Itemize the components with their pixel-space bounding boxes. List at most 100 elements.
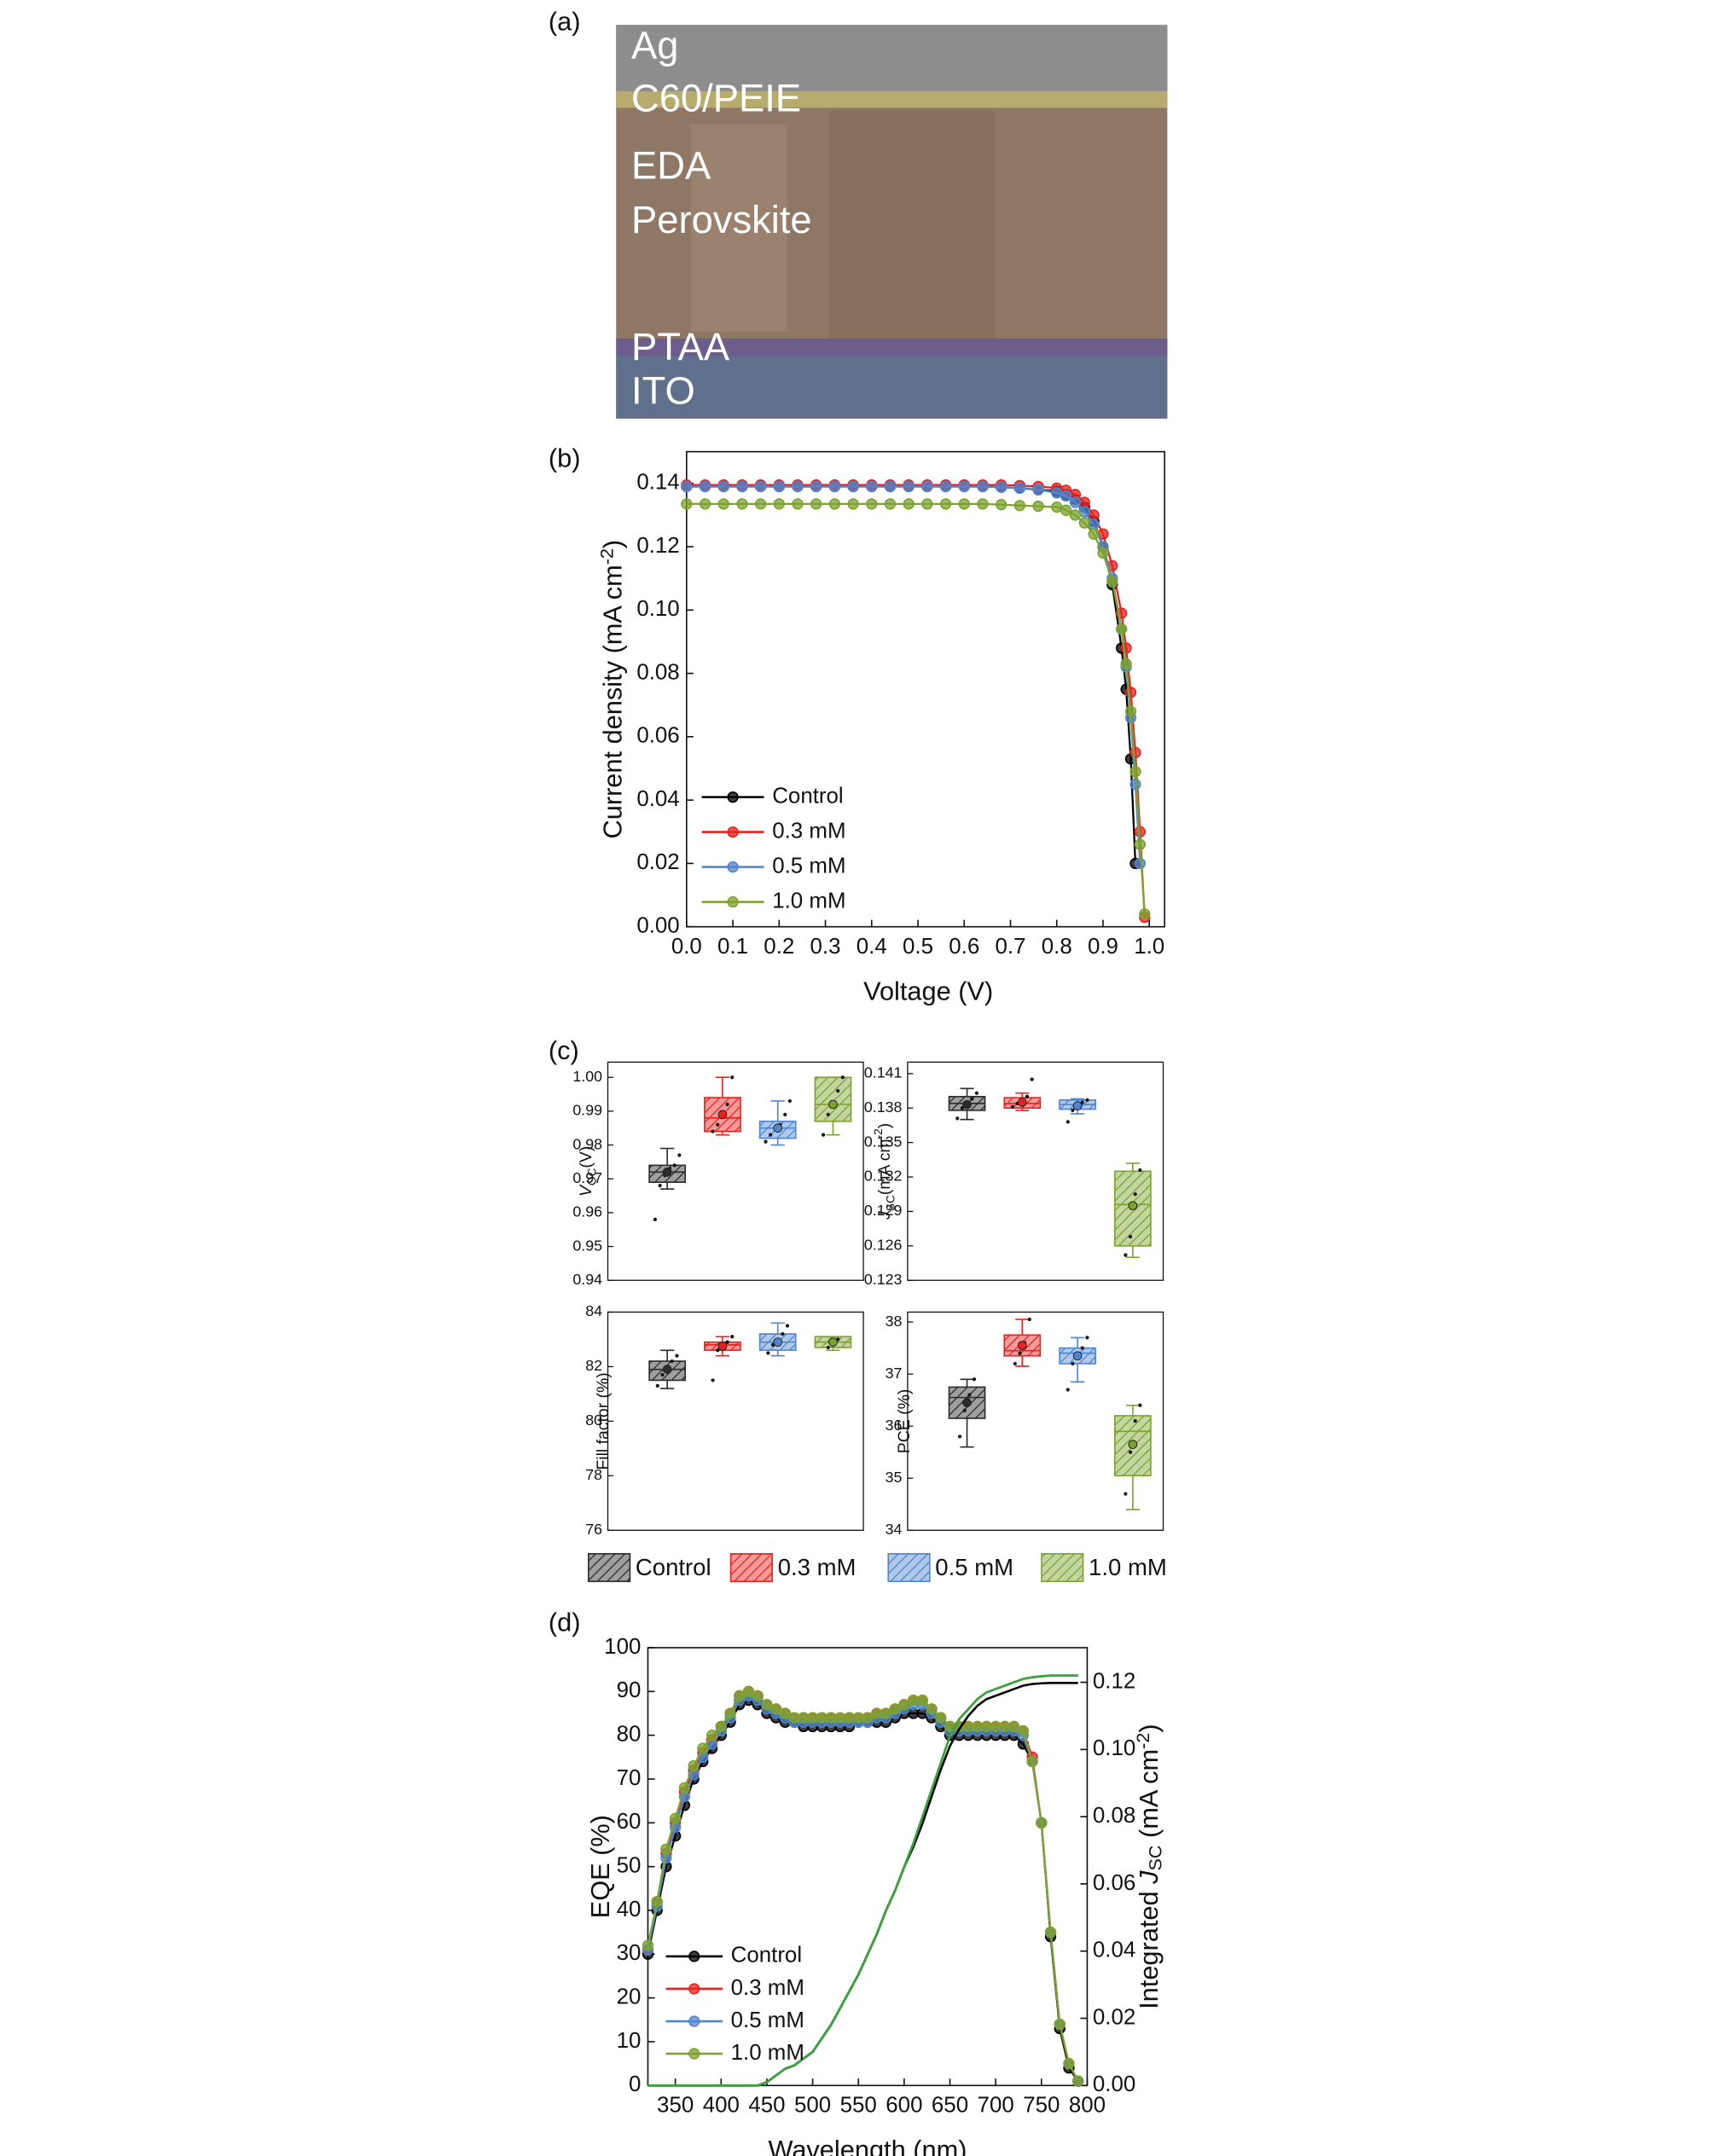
marker [977,498,989,510]
label-part: Current density (mA cm [598,565,628,838]
legend-marker [727,895,739,908]
marker [990,1720,1002,1733]
marker [884,480,897,493]
point [675,1353,679,1358]
marker [788,1712,800,1724]
label-part: ) [598,540,628,548]
y-tick-label: 84 [585,1302,602,1319]
point [711,1378,715,1382]
legend-label: Control [731,1944,802,1968]
layer-label: ITO [631,369,695,413]
x-tick-label: 800 [1069,2093,1106,2117]
point [660,1372,665,1377]
point [672,1163,676,1168]
point [1133,1192,1137,1197]
y-tick-label: 0.126 [864,1237,903,1254]
marker [825,1712,837,1724]
marker [907,1694,920,1707]
legend-label: Control [636,1554,711,1580]
point [1027,1317,1031,1322]
marker [926,1703,938,1715]
layer-label: EDA [631,144,711,188]
label-part: ) [1134,1724,1164,1732]
y-tick-label: 38 [886,1313,903,1330]
mean [1128,1201,1138,1211]
x-tick-label: 0.0 [671,935,702,959]
marker [980,1720,993,1733]
x-tick-label: 0.1 [717,935,748,959]
y-tick-label: 40 [617,1898,642,1921]
series-line [686,484,1146,918]
y-tick-label: 0.98 [572,1135,602,1152]
marker [681,498,693,510]
marker [736,480,748,493]
label-part: SC [1145,1846,1165,1871]
marker [866,498,878,510]
marker [806,1712,819,1724]
marker [834,1712,846,1724]
y2-tick-label: 0.02 [1093,2005,1135,2029]
y-tick-label: 30 [617,1941,642,1965]
marker [1078,506,1090,518]
legend-marker [727,826,739,838]
point [960,1106,964,1110]
legend-label: 0.5 mM [731,2008,804,2032]
x-tick-label: 0.4 [856,935,887,959]
x-tick-label: 0.8 [1042,935,1072,959]
plot-frame [907,1311,1164,1531]
marker [958,480,970,493]
point [822,1133,826,1137]
label-part: (mA cm [875,1139,894,1195]
point [1128,1450,1133,1454]
y-tick-label: 0.129 [864,1202,903,1219]
marker [916,1694,928,1707]
marker [880,1707,892,1719]
plot-frame [607,1061,864,1281]
marker [1078,496,1090,508]
point [1085,1098,1089,1102]
marker [688,1759,700,1772]
marker [1060,490,1072,502]
marker [1017,1724,1029,1737]
marker [1129,746,1141,759]
panel-label: (c) [549,1035,579,1065]
marker [773,480,785,493]
point [840,1075,845,1080]
y-tick-label: 0.12 [636,534,679,558]
point [716,1122,720,1127]
x-tick-label: 1.0 [1134,935,1164,959]
point [1124,1253,1128,1257]
point [1025,1094,1030,1098]
y-tick-label: 0.14 [636,471,679,495]
label-part: -2 [596,548,617,565]
point [783,1112,787,1116]
marker [697,1742,709,1754]
legend-label: 1.0 mM [1089,1554,1167,1580]
marker [754,480,767,493]
legend-label: 0.3 mM [731,1976,804,2000]
point [655,1383,659,1388]
y-axis-label: EQE (%) [585,1815,615,1918]
marker [770,1703,782,1715]
y-tick-label: 36 [886,1417,903,1434]
point [962,1408,967,1412]
marker [1088,519,1100,530]
point [1071,1361,1075,1366]
point [1138,1403,1142,1407]
layer-label: Perovskite [631,198,812,241]
marker [884,498,897,510]
y-tick-label: 100 [604,1635,641,1659]
mean [1017,1341,1027,1350]
marker [651,1896,663,1908]
point [1013,1361,1017,1366]
mean [828,1099,838,1110]
point [970,1097,974,1101]
point [1080,1100,1084,1104]
marker [1007,1720,1020,1733]
legend-marker [727,861,739,873]
marker [717,498,729,510]
x-tick-label: 0.6 [949,935,979,959]
legend-marker [688,1950,700,1962]
point [1066,1120,1070,1124]
